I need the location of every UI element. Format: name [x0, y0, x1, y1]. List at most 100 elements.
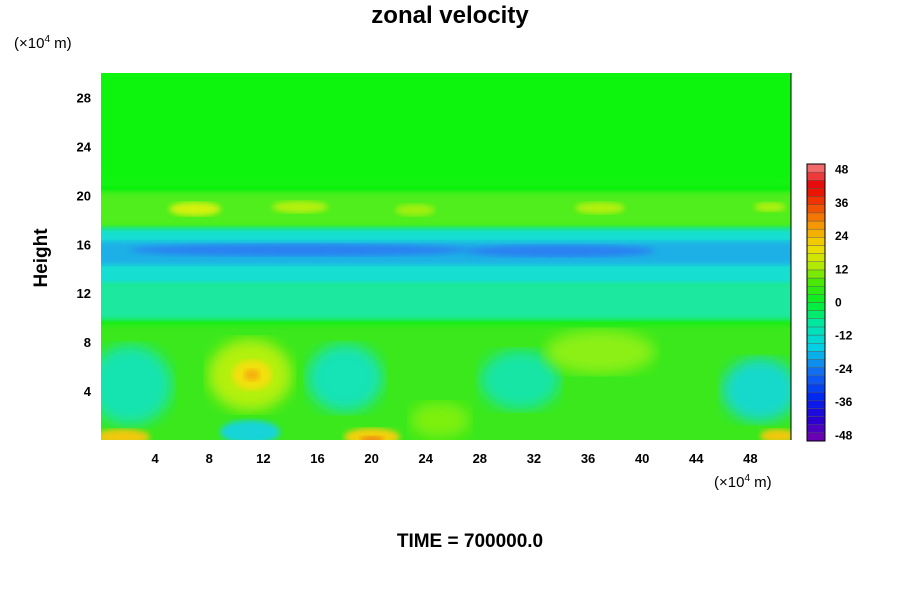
- colorbar-segment: [806, 245, 826, 254]
- x-tick-label: 40: [635, 451, 649, 466]
- colorbar-segment: [806, 391, 826, 401]
- y-tick-label: 4: [84, 384, 92, 399]
- field-yellow-cell: [760, 429, 791, 440]
- field-yellow-cell: [545, 330, 655, 374]
- time-readout: TIME = 700000.0: [396, 531, 544, 552]
- colorbar-segment: [806, 424, 826, 434]
- x-tick-labels: 4 8 12 16 20 24 28 32 36 40 44 48: [152, 451, 758, 466]
- y-tick-label: 28: [77, 90, 91, 105]
- y-tick-label: 8: [84, 335, 91, 350]
- colorbar-segment: [806, 367, 826, 377]
- field-yellow-patch: [754, 202, 786, 212]
- colorbar-segment: [806, 188, 826, 197]
- colorbar-tick-label: 36: [835, 196, 849, 210]
- x-tick-label: 32: [527, 451, 541, 466]
- colorbar-segment: [806, 359, 826, 368]
- field-cyan-cell: [480, 350, 560, 410]
- x-tick-label: 44: [689, 451, 704, 466]
- colorbar-tick-label: 12: [835, 262, 849, 276]
- x-tick-label: 8: [206, 451, 213, 466]
- y-tick-label: 16: [77, 237, 91, 252]
- colorbar-segment: [806, 237, 826, 246]
- colorbar-segment: [806, 343, 826, 352]
- x-tick-label: 20: [364, 451, 378, 466]
- field-upper-band: [101, 73, 791, 186]
- field-yellow-cell: [360, 436, 384, 440]
- colorbar-segment: [806, 302, 826, 311]
- colorbar-tick-label: 48: [835, 163, 849, 177]
- colorbar-segment: [806, 228, 826, 238]
- colorbar-segment: [806, 253, 826, 262]
- colorbar-segment: [806, 318, 826, 328]
- colorbar-segment: [806, 269, 826, 279]
- y-unit-exp: 4: [44, 34, 51, 45]
- colorbar-tick-labels: 48 36 24 12 0 -12 -24 -36 -48: [835, 163, 853, 443]
- y-tick-label: 20: [77, 188, 91, 203]
- field-yellow-patch: [575, 202, 625, 214]
- x-tick-label: 4: [152, 451, 160, 466]
- colorbar-segment: [806, 261, 826, 271]
- colorbar-segment: [806, 408, 826, 417]
- colorbar-segment: [806, 163, 826, 173]
- field-yellow-patch: [395, 204, 435, 216]
- x-unit-prefix: (×10: [714, 474, 745, 491]
- colorbar-segment: [806, 383, 826, 393]
- field-yellow-patch: [272, 201, 328, 213]
- colorbar-segment: [806, 212, 826, 222]
- colorbar-tick-label: -12: [835, 329, 853, 343]
- colorbar-segment: [806, 220, 826, 230]
- chart-title: zonal velocity: [371, 2, 529, 29]
- x-unit-suffix: m): [750, 474, 772, 491]
- colorbar: [806, 163, 826, 442]
- field-yellow-patch: [169, 202, 221, 216]
- y-unit-prefix: (×10: [14, 35, 45, 52]
- x-tick-label: 28: [473, 451, 487, 466]
- x-tick-label: 36: [581, 451, 595, 466]
- colorbar-segment: [806, 416, 826, 425]
- field-teal-band: [101, 283, 791, 320]
- x-tick-label: 16: [310, 451, 324, 466]
- field-yellow-cell: [410, 402, 470, 438]
- colorbar-segment: [806, 351, 826, 360]
- field-dark-blue-core: [465, 245, 655, 257]
- colorbar-segment: [806, 375, 826, 385]
- colorbar-segment: [806, 334, 826, 344]
- x-tick-label: 12: [256, 451, 270, 466]
- contour-field: [101, 73, 791, 440]
- y-unit-suffix: m): [50, 35, 72, 52]
- x-tick-label: 48: [743, 451, 757, 466]
- colorbar-tick-label: 0: [835, 296, 842, 310]
- colorbar-segment: [806, 432, 826, 442]
- colorbar-tick-label: -24: [835, 362, 853, 376]
- colorbar-segment: [806, 196, 826, 205]
- field-yellow-cell: [101, 429, 150, 440]
- y-tick-label: 24: [77, 139, 92, 154]
- colorbar-segment: [806, 204, 826, 214]
- colorbar-segment: [806, 277, 826, 287]
- colorbar-segment: [806, 310, 826, 319]
- colorbar-segment: [806, 180, 826, 189]
- x-tick-label: 24: [418, 451, 433, 466]
- field-dark-blue-core: [130, 244, 470, 256]
- y-unit-label: (×104 m): [14, 34, 72, 52]
- colorbar-frame: [806, 163, 826, 442]
- field-cyan-cell: [307, 344, 383, 412]
- colorbar-tick-label: -36: [835, 395, 853, 409]
- colorbar-tick-label: 24: [835, 229, 849, 243]
- field-yellow-cell: [344, 428, 400, 440]
- field-cyan-cell: [220, 420, 280, 440]
- field-cyan-cell: [722, 358, 791, 422]
- field-cyan-cell: [101, 345, 172, 425]
- x-unit-exp: 4: [744, 473, 751, 484]
- x-unit-label: (×104 m): [714, 473, 772, 491]
- colorbar-segment: [806, 171, 826, 181]
- colorbar-segment: [806, 294, 826, 303]
- colorbar-segment: [806, 400, 826, 409]
- colorbar-tick-label: -48: [835, 428, 853, 442]
- field-yellow-cell: [244, 369, 260, 381]
- y-tick-label: 12: [77, 286, 91, 301]
- y-tick-labels: 4 8 12 16 20 24 28: [77, 90, 92, 399]
- colorbar-segment: [806, 286, 826, 295]
- colorbar-segment: [806, 326, 826, 336]
